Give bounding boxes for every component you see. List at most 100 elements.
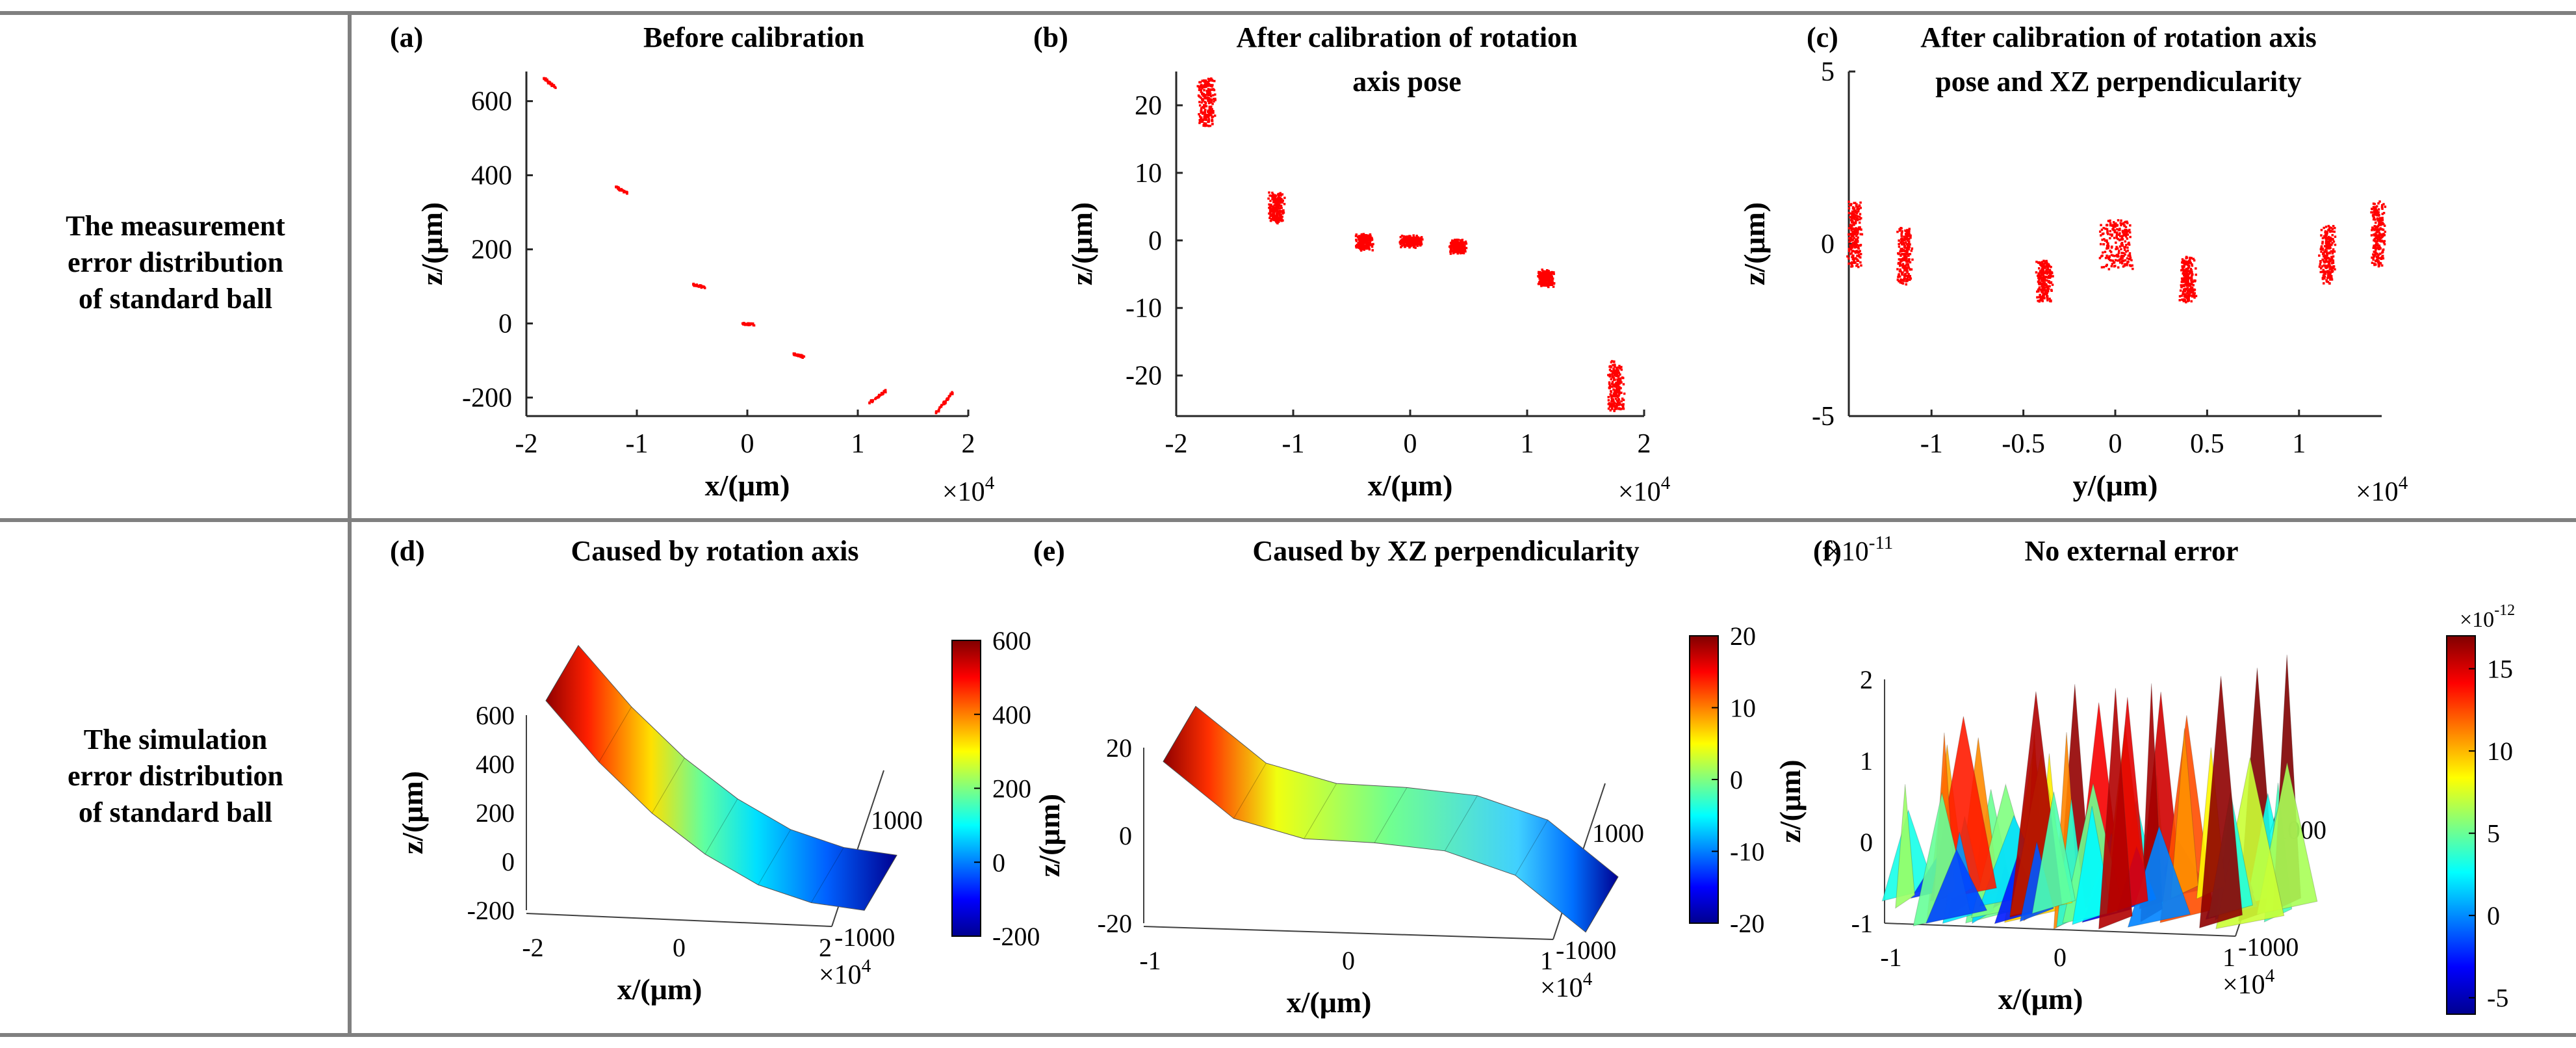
scatter-point [2187, 295, 2189, 298]
scatter-point [2118, 250, 2120, 252]
scatter-point [2106, 231, 2109, 234]
panel-a: (a) Before calibration-2 -1 0 1 2-20002004006… [390, 21, 975, 502]
scatter-point [2370, 234, 2373, 237]
scatter-point [1901, 273, 1903, 276]
scatter-point [1543, 281, 1546, 284]
scatter-point [1898, 239, 1900, 242]
scatter-point [2189, 276, 2192, 280]
scatter-point [1419, 244, 1422, 246]
scatter-point [2333, 230, 2336, 233]
scatter-point [2323, 254, 2326, 257]
scatter-point [1213, 114, 1217, 117]
scatter-point [2109, 233, 2112, 236]
scatter-point [2044, 270, 2047, 273]
surface-d [545, 644, 897, 911]
scatter-point [2038, 286, 2041, 289]
scatter-point [1366, 244, 1369, 248]
scatter-point [2321, 270, 2324, 273]
scatter-point [543, 77, 545, 81]
scatter-point [2330, 275, 2333, 278]
scatter-point [2195, 267, 2197, 270]
colorbar-tick-label-f-0: 15 [2487, 655, 2513, 684]
scatter-point [2375, 221, 2377, 224]
scatter-point [1856, 263, 1859, 266]
scatter-point [2376, 256, 2380, 259]
scatter-point [2185, 283, 2189, 287]
depth-tick-label-e-2: -1000 [1556, 936, 1616, 965]
row-label-simulation-line-2: error distribution [67, 760, 284, 792]
scatter-point [2038, 296, 2041, 298]
scatter-point [2042, 285, 2045, 288]
surface-mesh-line-e-2 [1304, 783, 1337, 839]
scatter-point [2180, 277, 2183, 280]
scatter-point [1200, 84, 1202, 87]
scatter-point [1413, 236, 1415, 239]
scatter-point [1906, 270, 1909, 274]
scatter-point [1619, 403, 1621, 406]
scatter-point [1355, 240, 1358, 242]
scatter-point [1846, 255, 1849, 258]
scatter-point [1214, 99, 1217, 101]
scatter-point [1202, 112, 1204, 115]
scatter-point [1859, 213, 1862, 216]
scatter-point [1901, 248, 1903, 250]
scatter-point [1848, 237, 1851, 240]
scatter-point [792, 352, 795, 355]
scatter-point [620, 188, 623, 191]
scatter-point [1620, 403, 1623, 406]
scatter-point [2124, 240, 2127, 243]
scatter-point [1899, 268, 1901, 271]
scatter-point [2193, 259, 2196, 262]
scatter-point [2323, 226, 2325, 229]
scatter-point [1542, 272, 1545, 275]
scatter-point [1203, 116, 1206, 119]
scatter-point [1538, 283, 1541, 285]
scatter-point [2046, 296, 2049, 299]
scatter-point [2182, 291, 2185, 293]
panel-title-f: No external error [2024, 535, 2238, 567]
scatter-point [934, 412, 938, 415]
scatter-point [2115, 241, 2117, 244]
scatter-point [1618, 380, 1621, 383]
scatter-point [2035, 271, 2038, 274]
scatter-point [1452, 246, 1454, 249]
scatter-point [1211, 116, 1213, 119]
scatter-point [2377, 265, 2380, 268]
scatter-point [1608, 384, 1612, 387]
panel-title-e: Caused by XZ perpendicularity [1252, 535, 1639, 567]
scatter-point [1611, 380, 1614, 384]
scatter-point [1371, 249, 1374, 252]
scatter-point [2182, 269, 2184, 271]
x-tick-label-a-4: 2 [962, 429, 975, 459]
scatter-point [1848, 262, 1850, 265]
scatter-point [1274, 194, 1276, 196]
scatter-point [2109, 237, 2111, 240]
scatter-point [1552, 282, 1555, 285]
scatter-point [2044, 275, 2047, 278]
scatter-point [1617, 385, 1619, 388]
scatter-point [546, 80, 549, 83]
scatter-point [1207, 79, 1211, 82]
scatter-point [2189, 286, 2193, 289]
scatter-point [1851, 263, 1853, 265]
scatter-point [1551, 275, 1553, 278]
scatter-point [1371, 243, 1374, 246]
scatter-point [1855, 238, 1859, 241]
scatter-point [1909, 268, 1911, 270]
scatter-point [1277, 200, 1280, 203]
y-tick-label-b-2: 0 [1148, 226, 1162, 256]
scatter-point [2104, 239, 2107, 242]
row-label-simulation: The simulation error distribution of sta… [13, 722, 338, 831]
scatter-point [1204, 122, 1207, 125]
scatter-point [2100, 266, 2104, 269]
scatter-point [2115, 235, 2118, 238]
scatter-point [2331, 233, 2334, 237]
scatter-point [1856, 258, 1859, 261]
scatter-point [1209, 111, 1211, 114]
scatter-point [1550, 272, 1552, 276]
scatter-point [1613, 391, 1616, 393]
scatter-point [1615, 369, 1617, 372]
scatter-point [1551, 271, 1554, 274]
scatter-point [1620, 391, 1623, 394]
scatter-point [946, 399, 949, 401]
